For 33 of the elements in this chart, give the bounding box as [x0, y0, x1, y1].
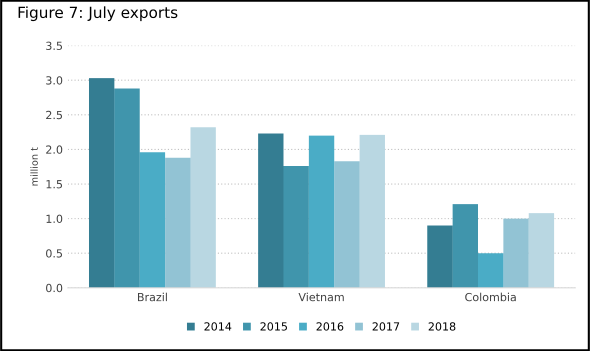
bar	[427, 226, 453, 288]
bar	[528, 213, 554, 288]
legend-label: 2014	[204, 322, 232, 331]
bar	[190, 127, 216, 288]
y-tick-label: 3.5	[46, 42, 62, 50]
legend-label: 2018	[428, 322, 456, 331]
y-tick-label: 1.5	[46, 180, 62, 188]
y-tick-label: 0.0	[46, 284, 62, 292]
legend-label: 2017	[372, 322, 400, 331]
bar	[478, 253, 504, 288]
legend-label: 2015	[260, 322, 287, 331]
bar	[283, 166, 309, 288]
bar	[452, 204, 478, 288]
y-tick-label: 2.0	[46, 145, 62, 154]
legend-label: 2016	[316, 322, 344, 331]
y-tick-label: 3.0	[46, 76, 62, 85]
chart-title: Figure 7: July exports	[18, 6, 178, 22]
x-tick-label: Colombia	[465, 292, 516, 302]
x-tick-label: Vietnam	[298, 292, 344, 302]
bar	[140, 152, 166, 288]
x-tick-label: Brazil	[138, 292, 167, 302]
bar	[88, 78, 114, 288]
bar	[114, 88, 140, 288]
bar	[258, 134, 284, 288]
y-axis-title: million t	[30, 147, 38, 186]
y-tick-label: 0.5	[46, 249, 62, 258]
bar	[360, 134, 385, 288]
bar	[165, 158, 190, 288]
bar	[308, 136, 334, 288]
bar	[503, 218, 529, 288]
y-tick-label: 1.0	[46, 214, 62, 223]
bar	[334, 161, 360, 288]
y-tick-label: 2.5	[46, 110, 62, 120]
